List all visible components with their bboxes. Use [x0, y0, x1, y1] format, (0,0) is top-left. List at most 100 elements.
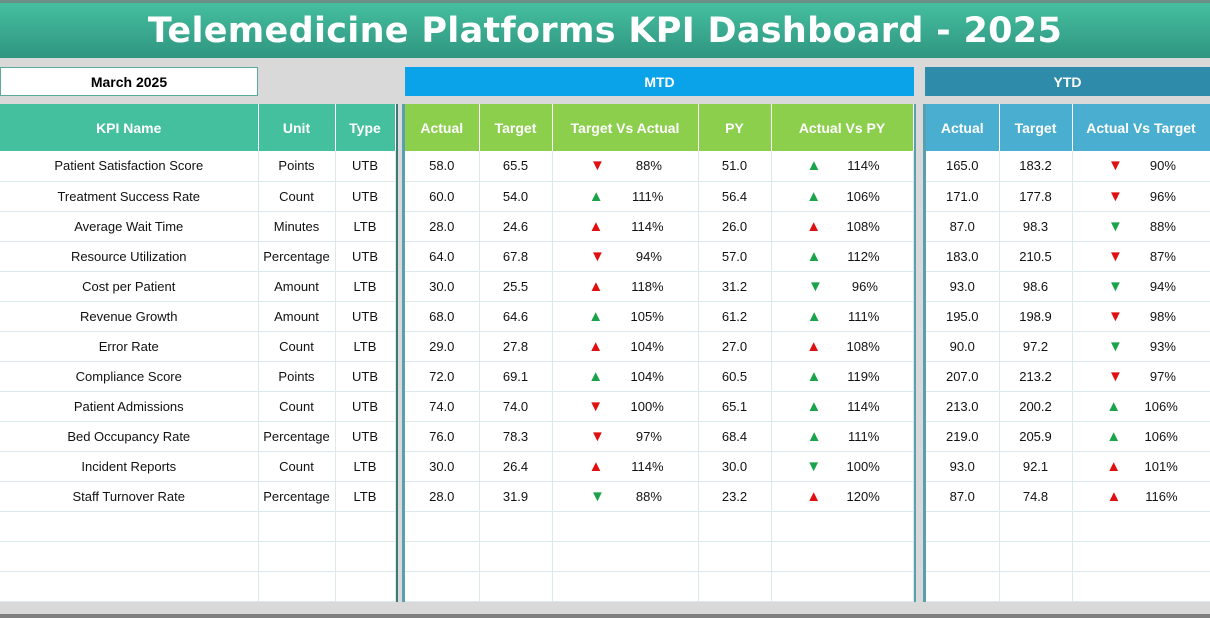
- ytd-target: 98.3: [999, 211, 1073, 242]
- mtd-row: 28.0 24.6 ▲ 114% 26.0 ▲ 108%: [405, 211, 914, 242]
- empty-cell: [258, 511, 336, 542]
- ytd-row: 93.0 92.1 ▲ 101%: [926, 451, 1210, 482]
- ytd-actual: 213.0: [926, 391, 1000, 422]
- arrow-down-red-icon: ▼: [1108, 367, 1123, 385]
- ytd-target: 213.2: [999, 361, 1073, 392]
- percent-value: 100%: [630, 398, 664, 414]
- mtd-actual: 30.0: [405, 271, 480, 302]
- target-vs-actual: ▲ 118%: [552, 271, 699, 302]
- dashboard-title: Telemedicine Platforms KPI Dashboard - 2…: [147, 10, 1063, 51]
- actual-vs-py: ▲ 106%: [771, 181, 914, 212]
- kpi-row: Cost per Patient Amount LTB: [0, 271, 396, 302]
- actual-vs-target: ▼ 88%: [1072, 211, 1210, 242]
- ytd-row: 93.0 98.6 ▼ 94%: [926, 271, 1210, 302]
- target-vs-actual: ▲ 111%: [552, 181, 699, 212]
- mtd-row: 72.0 69.1 ▲ 104% 60.5 ▲ 119%: [405, 361, 914, 392]
- percent-value: 100%: [846, 458, 880, 474]
- kpi-row: Bed Occupancy Rate Percentage UTB: [0, 421, 396, 452]
- header-mtd-target: Target: [479, 104, 553, 151]
- arrow-up-red-icon: ▲: [588, 337, 604, 355]
- empty-cell: [698, 541, 772, 572]
- ytd-target: 98.6: [999, 271, 1073, 302]
- kpi-unit: Amount: [258, 301, 336, 332]
- ytd-section-header: YTD: [925, 67, 1210, 96]
- percent-value: 111%: [847, 428, 880, 444]
- arrow-down-green-icon: ▼: [1108, 277, 1123, 295]
- percent-value: 104%: [630, 338, 664, 354]
- arrow-up-green-icon: ▲: [806, 157, 822, 175]
- percent-value: 108%: [846, 218, 880, 234]
- percent-value: 116%: [1145, 488, 1178, 504]
- empty-cell: [0, 511, 259, 542]
- kpi-type: UTB: [335, 241, 396, 272]
- ytd-target: 74.8: [999, 481, 1073, 512]
- kpi-row: Resource Utilization Percentage UTB: [0, 241, 396, 272]
- ytd-target: 92.1: [999, 451, 1073, 482]
- arrow-down-red-icon: ▼: [1108, 157, 1123, 175]
- arrow-down-red-icon: ▼: [1108, 187, 1123, 205]
- empty-cell: [335, 571, 396, 602]
- mtd-target: 26.4: [479, 451, 553, 482]
- empty-cell: [552, 571, 699, 602]
- bottom-divider: [0, 614, 1210, 618]
- mtd-actual: 29.0: [405, 331, 480, 362]
- actual-vs-py: ▲ 114%: [771, 391, 914, 422]
- mtd-target: 69.1: [479, 361, 553, 392]
- arrow-up-green-icon: ▲: [1106, 397, 1122, 415]
- empty-cell: [405, 541, 480, 572]
- arrow-down-red-icon: ▼: [590, 247, 605, 265]
- kpi-name: Resource Utilization: [0, 241, 259, 272]
- target-vs-actual: ▲ 114%: [552, 451, 699, 482]
- percent-value: 87%: [1149, 248, 1176, 264]
- ytd-actual: 195.0: [926, 301, 1000, 332]
- percent-value: 114%: [847, 398, 880, 414]
- arrow-up-red-icon: ▲: [1106, 457, 1122, 475]
- kpi-unit: Minutes: [258, 211, 336, 242]
- target-vs-actual: ▲ 104%: [552, 331, 699, 362]
- actual-vs-py: ▲ 119%: [771, 361, 914, 392]
- month-selector[interactable]: March 2025: [0, 67, 258, 96]
- percent-value: 105%: [630, 308, 664, 324]
- empty-cell: [552, 511, 699, 542]
- arrow-down-red-icon: ▼: [590, 157, 605, 175]
- py-value: 57.0: [698, 241, 772, 272]
- target-vs-actual: ▼ 100%: [552, 391, 699, 422]
- percent-value: 97%: [635, 428, 662, 444]
- arrow-up-green-icon: ▲: [806, 367, 822, 385]
- header-kpi-name: KPI Name: [0, 104, 259, 151]
- kpi-row: Patient Admissions Count UTB: [0, 391, 396, 422]
- percent-value: 114%: [631, 218, 664, 234]
- arrow-down-green-icon: ▼: [590, 487, 605, 505]
- empty-cell: [999, 541, 1073, 572]
- mtd-actual: 74.0: [405, 391, 480, 422]
- actual-vs-py: ▲ 114%: [771, 151, 914, 182]
- arrow-down-green-icon: ▼: [806, 457, 822, 475]
- kpi-name: Bed Occupancy Rate: [0, 421, 259, 452]
- empty-cell: [405, 571, 480, 602]
- kpi-type: LTB: [335, 481, 396, 512]
- empty-row: [926, 541, 1210, 572]
- arrow-up-green-icon: ▲: [806, 187, 822, 205]
- arrow-down-red-icon: ▼: [1108, 247, 1123, 265]
- arrow-up-red-icon: ▲: [588, 277, 604, 295]
- kpi-name: Staff Turnover Rate: [0, 481, 259, 512]
- ytd-actual: 93.0: [926, 271, 1000, 302]
- ytd-row: 183.0 210.5 ▼ 87%: [926, 241, 1210, 272]
- percent-value: 108%: [846, 338, 880, 354]
- kpi-name: Patient Admissions: [0, 391, 259, 422]
- mtd-target: 65.5: [479, 151, 553, 182]
- header-actual-vs-py: Actual Vs PY: [771, 104, 914, 151]
- empty-cell: [698, 511, 772, 542]
- actual-vs-py: ▼ 100%: [771, 451, 914, 482]
- kpi-type: UTB: [335, 361, 396, 392]
- mtd-actual: 64.0: [405, 241, 480, 272]
- py-value: 31.2: [698, 271, 772, 302]
- mtd-row: 29.0 27.8 ▲ 104% 27.0 ▲ 108%: [405, 331, 914, 362]
- empty-cell: [999, 571, 1073, 602]
- empty-row: [926, 571, 1210, 602]
- empty-cell: [771, 541, 914, 572]
- arrow-down-green-icon: ▼: [1108, 217, 1123, 235]
- ytd-target: 210.5: [999, 241, 1073, 272]
- kpi-unit: Count: [258, 451, 336, 482]
- kpi-name: Patient Satisfaction Score: [0, 151, 259, 182]
